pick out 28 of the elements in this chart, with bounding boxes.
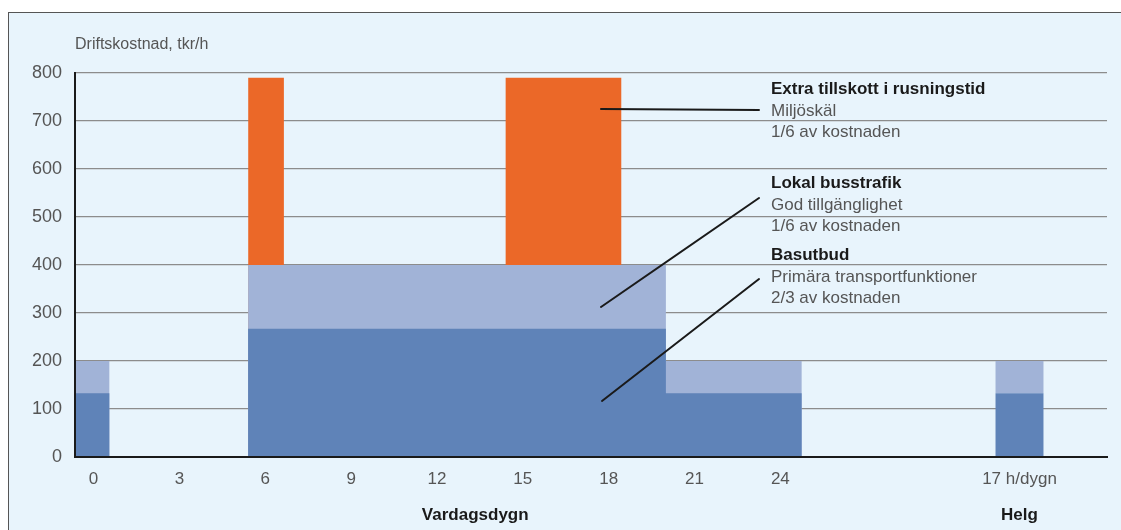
y-tick-label: 200	[31, 349, 62, 370]
y-tick-label: 400	[31, 253, 62, 274]
x-tick-label: 21	[685, 468, 704, 488]
y-tick-label: 600	[31, 157, 62, 178]
x-tick-label: 24	[770, 468, 790, 488]
y-axis-title: Driftskostnad, tkr/h	[75, 35, 209, 53]
x-tick-label: 18	[599, 468, 619, 488]
x-tick-label: 0	[88, 468, 99, 488]
x-tick-label: 9	[346, 468, 356, 488]
x-tick-label: 6	[260, 468, 271, 488]
x-tick-label: 3	[174, 468, 185, 488]
x-axis-title: Helg	[1001, 504, 1038, 524]
text: Lokal busstrafik	[771, 172, 903, 194]
y-tick-label: 700	[31, 109, 62, 130]
y-tick-label: 100	[31, 397, 62, 418]
y-tick-label: 300	[31, 301, 62, 322]
x-tick-label: 12	[427, 468, 447, 488]
y-tick-label: 500	[31, 205, 62, 226]
annotation: God tillgänglighet 1/6 av kostnaden	[771, 193, 903, 237]
x-axis-title: Vardagsdygn	[421, 504, 529, 524]
x-tick-label: 15	[513, 468, 533, 488]
text: Basutbud	[771, 244, 851, 266]
annotation: Miljöskäl 1/6 av kostnaden	[771, 99, 902, 143]
x-tick-label: 17 h/dygn	[982, 468, 1057, 488]
y-tick-label: 800	[31, 61, 62, 82]
y-tick-label: 0	[51, 445, 62, 466]
annotation: Primära transportfunktioner 2/3 av kostnaden	[771, 265, 977, 309]
text: Extra tillskott i rusningstid	[771, 78, 986, 100]
